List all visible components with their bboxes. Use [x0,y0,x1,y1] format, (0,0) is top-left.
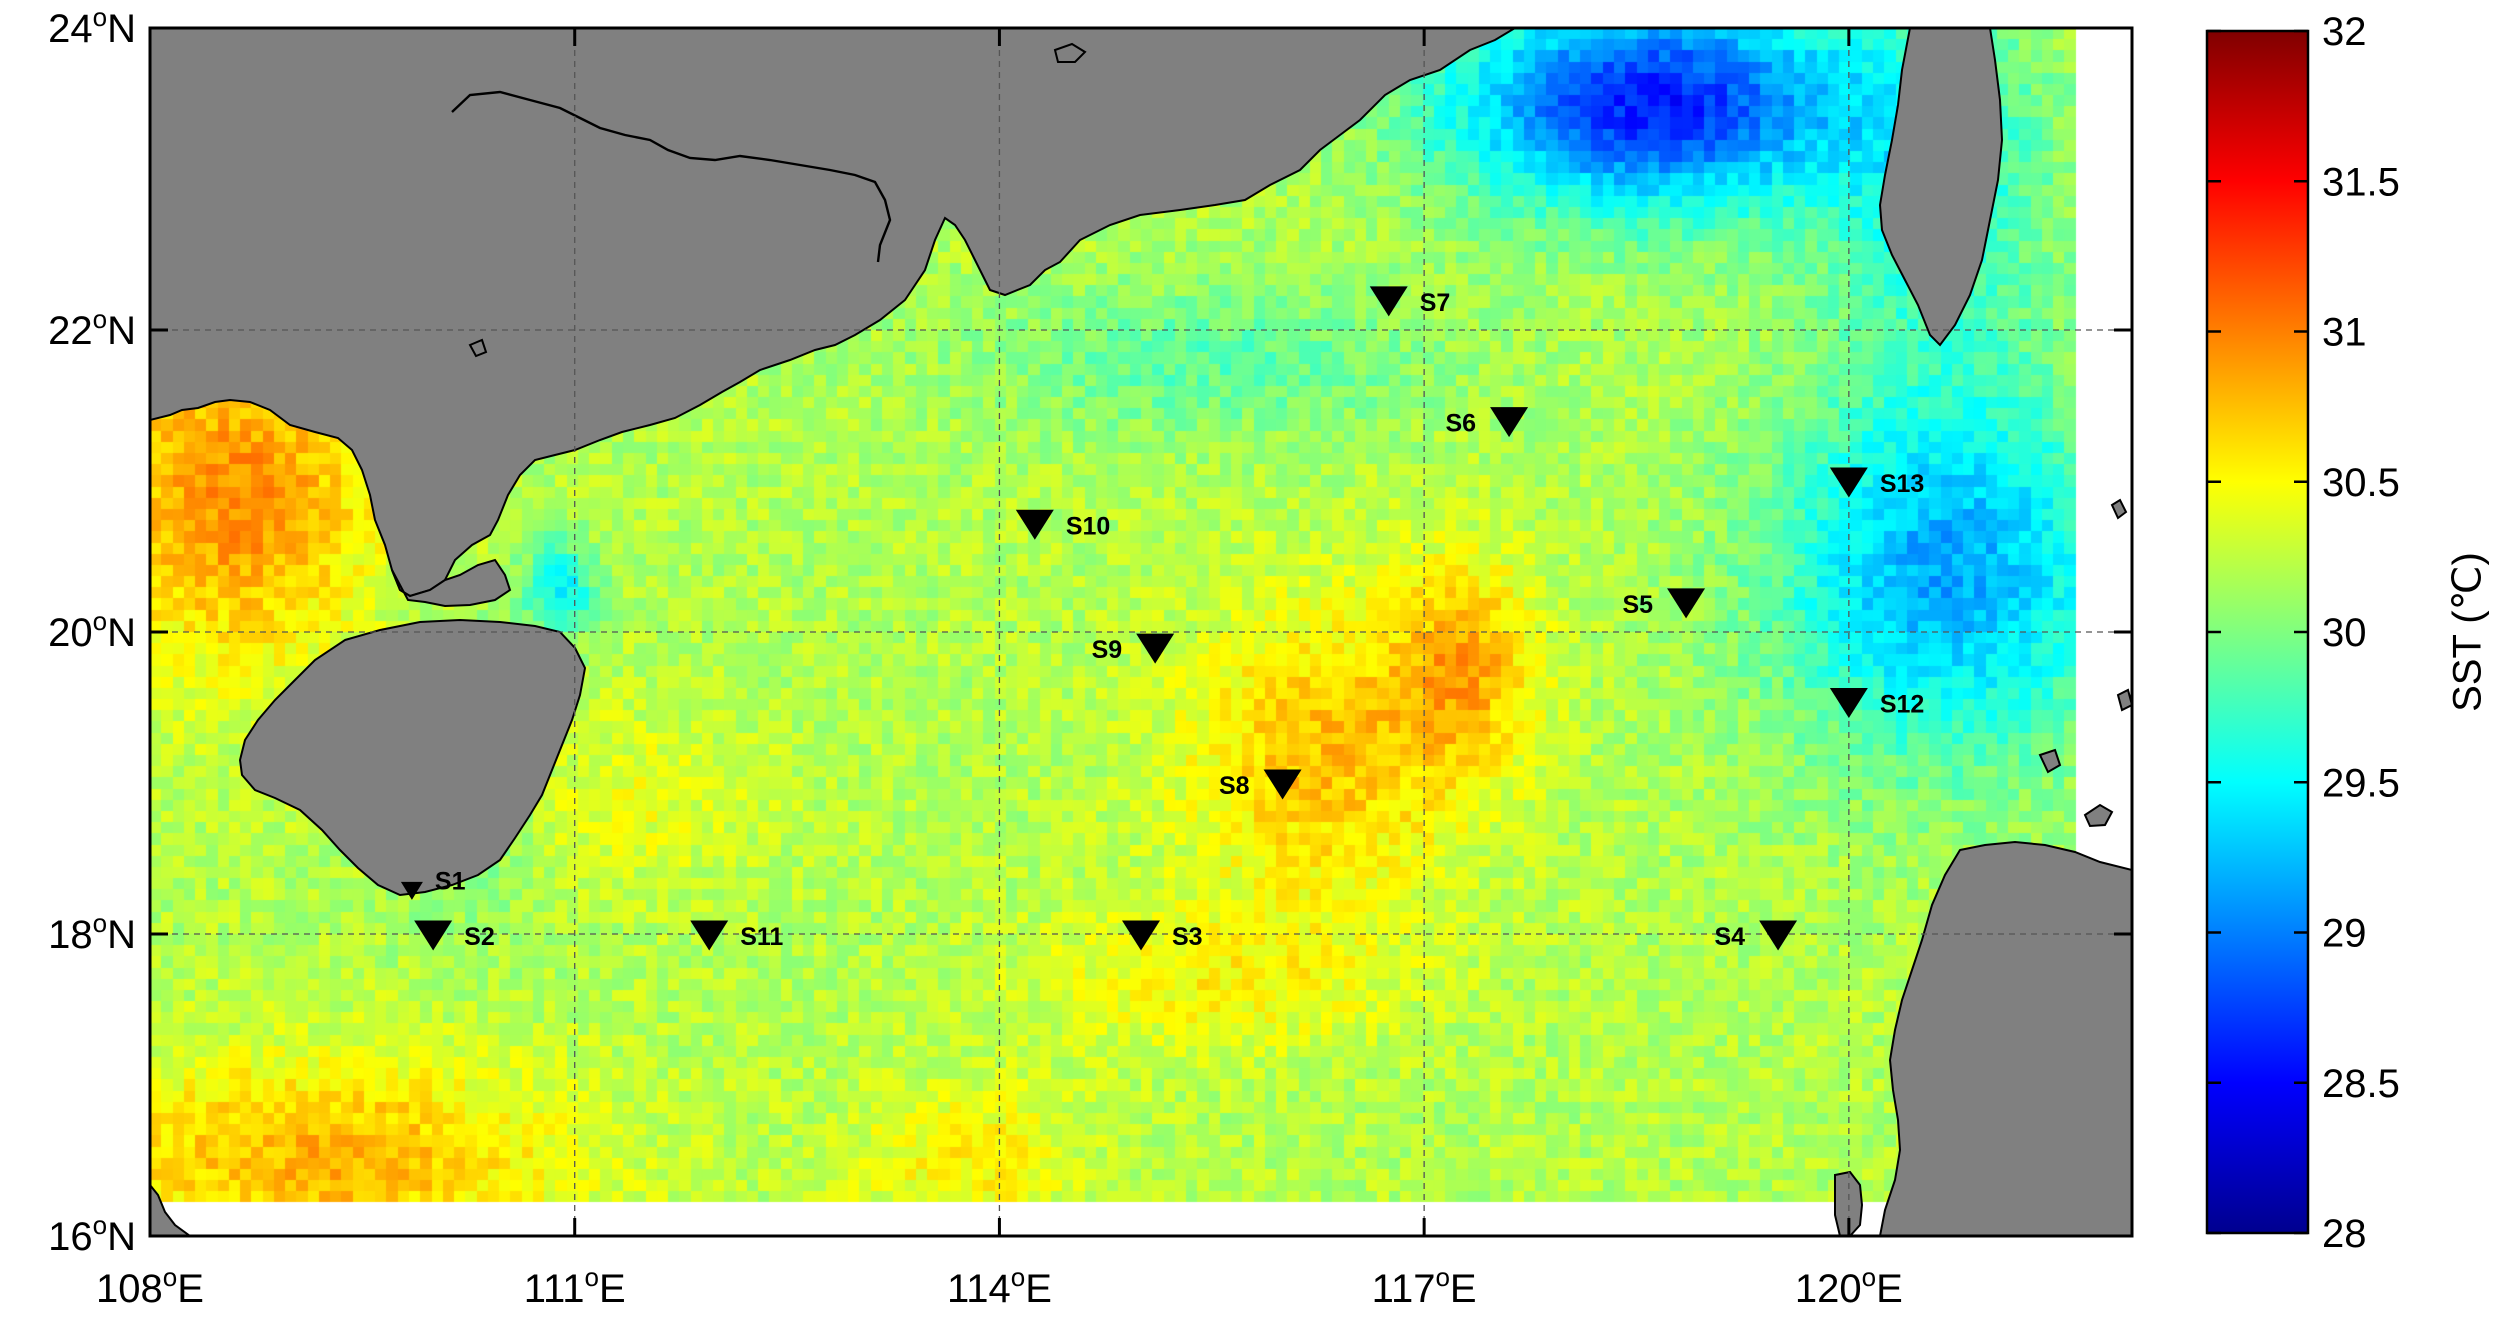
station-label: S13 [1880,470,1924,498]
station-s12[interactable]: S12 [1829,687,1924,719]
station-label: S2 [464,923,495,951]
y-tick-label: 18oN [48,908,136,957]
station-s1[interactable]: S1 [400,868,466,900]
land-mindoro-tip [1834,1170,1864,1236]
map-plot-area: S1 S2 S3 S4 S5 S6 S7 S8 S9 S10 S11 S12 S13 [148,26,2134,1238]
land-small-island-6 [468,338,488,358]
pearl-river-line [451,90,892,263]
station-s8[interactable]: S8 [1219,769,1302,801]
station-s6[interactable]: S6 [1445,407,1529,438]
land-small-island-5 [2110,498,2128,520]
x-tick-label: 117oE [1372,1262,1477,1311]
station-label: S4 [1714,923,1745,951]
x-tick-label: 114oE [947,1262,1052,1311]
land-masses [150,28,2132,1236]
station-s3[interactable]: S3 [1122,920,1203,952]
y-tick-label: 20oN [48,606,136,655]
station-label: S5 [1622,591,1653,619]
x-tick-label: 108oE [96,1262,204,1311]
axis-ticks [148,26,2132,1238]
land-small-island-3 [2038,748,2062,774]
station-label: S6 [1445,410,1476,438]
station-marker-icon [1122,920,1160,951]
land-small-island-1 [1053,42,1087,63]
station-marker-icon [1829,687,1868,718]
station-label: S12 [1880,690,1924,718]
colorbar-tick-label: 31.5 [2322,160,2400,204]
station-label: S9 [1092,636,1123,664]
colorbar-gradient [2205,29,2310,1235]
station-marker-icon [1369,286,1408,317]
colorbar-tick-label: 30 [2322,611,2367,655]
land-vietnam-corner [150,1183,192,1236]
land-hainan-island [238,618,587,897]
station-label: S1 [435,868,466,896]
station-marker-icon [1667,588,1706,619]
colorbar-label: SST (℃) [2446,552,2490,712]
station-s10[interactable]: S10 [1015,509,1110,541]
x-tick-label: 111oE [524,1262,626,1311]
colorbar-tick-label: 28 [2322,1212,2367,1256]
station-marker-icon [1136,633,1175,664]
station-s11[interactable]: S11 [690,920,783,952]
station-marker-icon [1829,467,1868,498]
station-label: S10 [1066,512,1110,540]
y-tick-label: 16oN [48,1210,136,1259]
station-marker-icon [1490,407,1529,438]
station-s4[interactable]: S4 [1714,920,1798,952]
land-leizhou-peninsula [391,558,512,608]
station-marker-icon [400,881,423,900]
station-label: S11 [740,923,783,951]
colorbar-tick-label: 32 [2322,10,2367,54]
station-marker-icon [414,920,453,951]
colorbar: 28 28.5 29 29.5 30 30.5 31 31.5 32 SST (℃) [2205,10,2490,1256]
station-marker-icon [1263,769,1302,800]
y-tick-label: 22oN [48,304,136,353]
land-china-mainland [150,28,1517,598]
land-small-island-2 [2083,803,2114,828]
station-s7[interactable]: S7 [1369,286,1451,317]
station-s5[interactable]: S5 [1622,588,1706,619]
station-marker-icon [1015,509,1054,540]
x-tick-label: 120oE [1795,1262,1903,1311]
station-markers: S1 S2 S3 S4 S5 S6 S7 S8 S9 S10 S11 S12 S13 [400,286,1924,952]
colorbar-tick-label: 29 [2322,912,2367,956]
colorbar-ticks: 28 28.5 29 29.5 30 30.5 31 31.5 32 [2207,10,2400,1256]
colorbar-tick-label: 28.5 [2322,1062,2400,1106]
colorbar-tick-label: 29.5 [2322,761,2400,805]
station-label: S3 [1172,923,1203,951]
colorbar-tick-label: 30.5 [2322,461,2400,505]
station-label: S7 [1420,289,1451,317]
y-axis-labels: 24oN 22oN 20oN 18oN 16oN [48,2,136,1259]
station-s2[interactable]: S2 [414,920,495,952]
land-luzon [1878,840,2132,1236]
colorbar-tick-label: 31 [2322,311,2367,355]
station-label: S8 [1219,772,1250,800]
station-s9[interactable]: S9 [1092,633,1175,665]
land-small-island-4 [2116,688,2132,712]
station-marker-icon [690,920,729,951]
land-taiwan [1878,28,2004,347]
station-s13[interactable]: S13 [1829,467,1924,499]
station-marker-icon [1759,920,1798,951]
y-tick-label: 24oN [48,2,136,51]
x-axis-labels: 108oE 111oE 114oE 117oE 120oE [96,1262,1903,1311]
